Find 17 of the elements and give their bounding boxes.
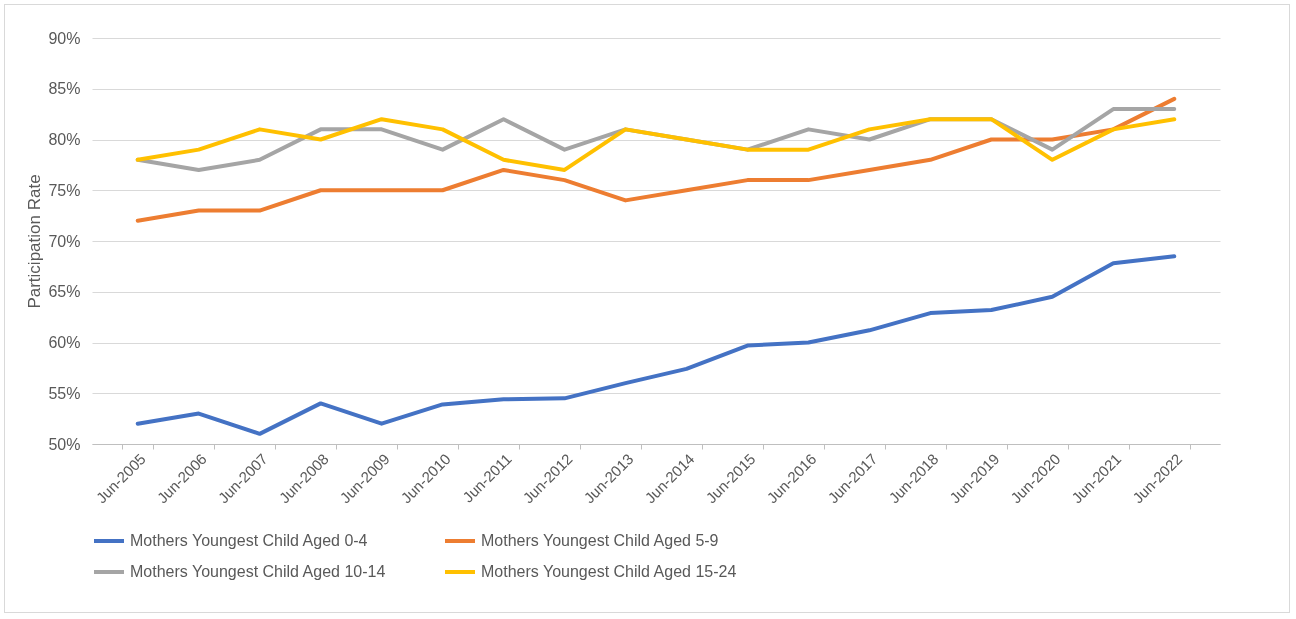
y-tick-label: 70%: [48, 232, 81, 250]
y-tick-label: 90%: [48, 29, 81, 47]
line-series: [135, 254, 1177, 436]
y-axis-title: Participation Rate: [25, 174, 45, 309]
line-series: [135, 96, 1177, 223]
legend-label: Mothers Youngest Child Aged 10-14: [130, 563, 386, 580]
legend-label: Mothers Youngest Child Aged 0-4: [130, 532, 368, 549]
y-tick-label: 85%: [48, 80, 81, 98]
y-tick-label: 50%: [48, 435, 81, 453]
legend-label: Mothers Youngest Child Aged 5-9: [481, 532, 719, 549]
y-tick-label: 80%: [48, 131, 81, 148]
line-series: [135, 117, 1177, 172]
y-tick-label: 55%: [48, 384, 81, 402]
y-tick-label: 65%: [48, 283, 81, 301]
y-tick-label: 75%: [48, 181, 81, 199]
y-tick-label: 60%: [48, 334, 81, 351]
legend-label: Mothers Youngest Child Aged 15-24: [481, 563, 737, 580]
